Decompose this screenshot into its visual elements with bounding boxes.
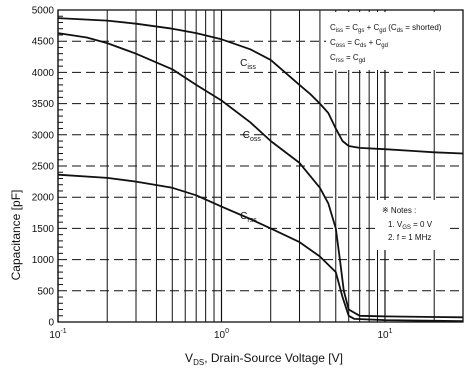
y-tick-label: 4000 (32, 68, 55, 79)
plot-frame (57, 9, 464, 323)
tick-labels: 0 500 1000 1500 2000 2500 3000 3500 4000 4500 5000… (32, 6, 393, 342)
series-label-ciss: Ciss (240, 58, 256, 71)
notes-title: ※ Notes : (382, 206, 416, 215)
series-label-crss: Crss (240, 211, 257, 224)
series-line-crss (57, 173, 464, 322)
series-label-main: C (240, 58, 247, 69)
y-tick-label: 1500 (32, 224, 55, 235)
series-label-sub: rss (247, 217, 257, 224)
legend: Ciss = Cgs + Cgd (Cds = shorted) Coss = C… (326, 12, 461, 70)
legend-entry: Coss = Cds + Cgd (330, 38, 388, 49)
series-label-coss: Coss (243, 130, 262, 143)
y-tick-label: 0 (48, 318, 54, 329)
notes-line: 1. VGS = 0 V (388, 220, 433, 231)
y-tick-label: 3500 (32, 99, 55, 110)
x-axis-title: VDS, Drain-Source Voltage [V] (185, 351, 343, 367)
legend-entry: Crss = Cgd (330, 53, 365, 64)
y-tick-label: 3000 (32, 130, 55, 141)
notes-background (376, 200, 448, 250)
x-tick-label: 10-1 (49, 328, 66, 341)
x-axis-title-prefix: V (185, 351, 193, 365)
x-tick-label: 101 (377, 328, 392, 341)
y-tick-label: 2000 (32, 193, 55, 204)
y-tick-label: 500 (37, 286, 54, 297)
x-axis-title-sub: DS (193, 358, 204, 367)
notes-box: ※ Notes : 1. VGS = 0 V 2. f = 1 MHz (376, 200, 448, 250)
series-label-sub: iss (247, 64, 256, 71)
notes-line: 2. f = 1 MHz (388, 233, 431, 242)
y-tick-label: 2500 (32, 162, 55, 173)
series-line-coss (57, 32, 464, 319)
series-label-sub: oss (250, 136, 261, 143)
series-label-main: C (243, 130, 250, 141)
y-tick-label: 1000 (32, 255, 55, 266)
series-line-ciss (57, 17, 464, 155)
y-tick-label: 5000 (32, 6, 55, 17)
y-axis-title: Capacitance [pF] (9, 190, 23, 281)
legend-entry: Ciss = Cgs + Cgd (Cds = shorted) (330, 23, 442, 34)
legend-background (326, 12, 461, 70)
y-tick-label: 4500 (32, 37, 55, 48)
x-axis-title-suffix: , Drain-Source Voltage [V] (204, 351, 343, 365)
x-tick-label: 100 (214, 328, 229, 341)
series-label-main: C (240, 211, 247, 222)
